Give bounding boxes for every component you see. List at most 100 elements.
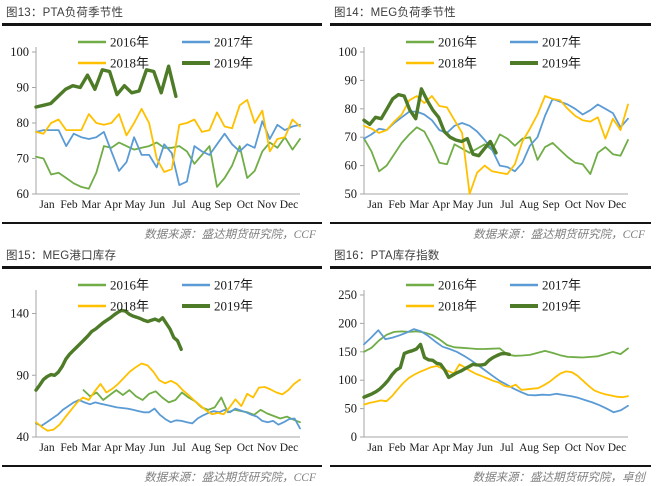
svg-text:Jan: Jan xyxy=(39,442,55,454)
svg-text:Dec: Dec xyxy=(608,199,627,211)
chart-title: 图16：PTA库存指数 xyxy=(334,250,440,262)
svg-text:100: 100 xyxy=(338,373,357,387)
svg-text:Sep: Sep xyxy=(214,442,232,454)
svg-text:90: 90 xyxy=(17,80,30,94)
chart-title: 图13：PTA负荷季节性 xyxy=(6,7,124,19)
svg-text:Jul: Jul xyxy=(172,442,185,454)
svg-text:Sep: Sep xyxy=(542,442,560,454)
data-source: 数据来源：盛达期货研究院，CCF xyxy=(144,471,316,484)
svg-text:Dec: Dec xyxy=(280,199,299,211)
svg-text:Apr: Apr xyxy=(432,199,450,211)
svg-text:50: 50 xyxy=(345,401,358,415)
svg-text:Mar: Mar xyxy=(81,199,100,211)
svg-text:2018年: 2018年 xyxy=(110,298,149,313)
svg-text:Jan: Jan xyxy=(367,442,383,454)
svg-text:Jul: Jul xyxy=(500,442,513,454)
svg-text:Sep: Sep xyxy=(214,199,232,211)
bottom-divider xyxy=(330,464,651,467)
svg-text:2016年: 2016年 xyxy=(438,277,477,292)
chart-canvas: 0 50 100 150 200 250 Jan Feb Mar Apr May Jun Jul Aug S… xyxy=(328,269,656,465)
svg-text:Oct: Oct xyxy=(237,442,254,454)
chart-canvas: 50 60 70 80 90 100 Jan Feb Mar Apr May Jun Jul Aug Sep… xyxy=(328,26,656,222)
line-chart: 50 60 70 80 90 100 Jan Feb Mar Apr May Jun Jul Aug Sep… xyxy=(338,34,629,211)
chart-title: 图15：MEG港口库存 xyxy=(6,250,117,262)
data-source: 数据来源：盛达期货研究院，CCF xyxy=(144,228,316,241)
data-source: 数据来源：盛达期货研究院，CCF xyxy=(473,228,645,241)
svg-text:2019年: 2019年 xyxy=(214,55,253,70)
svg-text:40: 40 xyxy=(17,430,30,444)
svg-text:Nov: Nov xyxy=(257,442,277,454)
svg-text:2019年: 2019年 xyxy=(214,298,253,313)
svg-text:Jan: Jan xyxy=(367,199,383,211)
title-divider xyxy=(2,266,322,269)
svg-text:Jul: Jul xyxy=(172,199,185,211)
svg-text:Jun: Jun xyxy=(477,442,493,454)
svg-text:Apr: Apr xyxy=(104,199,122,211)
svg-text:Jun: Jun xyxy=(149,442,165,454)
svg-text:70: 70 xyxy=(17,151,30,165)
data-source: 数据来源：盛达期货研究院，卓创 xyxy=(472,471,646,484)
svg-text:Mar: Mar xyxy=(409,442,428,454)
svg-text:Feb: Feb xyxy=(60,199,78,211)
svg-text:2016年: 2016年 xyxy=(438,34,477,49)
title-divider xyxy=(330,23,651,26)
svg-text:2017年: 2017年 xyxy=(542,277,581,292)
svg-text:Jun: Jun xyxy=(477,199,493,211)
line-chart: 40 90 140 Jan Feb Mar Apr May Jun Jul Aug Sep Oct Nov… xyxy=(10,277,301,454)
svg-text:2019年: 2019年 xyxy=(542,55,581,70)
svg-text:2018年: 2018年 xyxy=(438,298,477,313)
svg-text:2017年: 2017年 xyxy=(214,277,253,292)
svg-text:May: May xyxy=(124,442,145,454)
bottom-divider xyxy=(330,221,651,224)
svg-text:Aug: Aug xyxy=(191,442,211,454)
svg-text:Oct: Oct xyxy=(565,442,582,454)
svg-text:Feb: Feb xyxy=(60,442,78,454)
svg-text:100: 100 xyxy=(338,45,357,59)
svg-text:60: 60 xyxy=(17,187,30,201)
svg-text:May: May xyxy=(452,442,473,454)
svg-text:May: May xyxy=(452,199,473,211)
svg-text:80: 80 xyxy=(345,101,358,115)
svg-text:Sep: Sep xyxy=(542,199,560,211)
line-chart: 0 50 100 150 200 250 Jan Feb Mar Apr May Jun Jul Aug S… xyxy=(338,277,629,454)
title-divider xyxy=(330,266,651,269)
line-chart: 60 70 80 90 100 Jan Feb Mar Apr May Jun Jul Aug Sep Oc… xyxy=(10,34,301,211)
svg-text:Feb: Feb xyxy=(388,199,406,211)
svg-text:70: 70 xyxy=(345,130,358,144)
svg-text:2016年: 2016年 xyxy=(110,277,149,292)
chart-panel-16: 图16：PTA库存指数 0 50 100 150 200 250 Jan Feb Mar Apr M… xyxy=(328,243,657,486)
svg-text:100: 100 xyxy=(10,45,29,59)
svg-text:Dec: Dec xyxy=(280,442,299,454)
svg-text:Nov: Nov xyxy=(585,442,605,454)
svg-text:Oct: Oct xyxy=(565,199,582,211)
chart-title: 图14：MEG负荷季节性 xyxy=(334,7,456,19)
svg-text:200: 200 xyxy=(338,316,357,330)
svg-text:0: 0 xyxy=(351,430,357,444)
svg-text:Oct: Oct xyxy=(237,199,254,211)
svg-text:Apr: Apr xyxy=(432,442,450,454)
svg-text:Nov: Nov xyxy=(585,199,605,211)
svg-text:50: 50 xyxy=(345,187,358,201)
svg-text:Apr: Apr xyxy=(104,442,122,454)
svg-text:Dec: Dec xyxy=(608,442,627,454)
svg-text:2018年: 2018年 xyxy=(438,55,477,70)
svg-text:2017年: 2017年 xyxy=(542,34,581,49)
svg-text:Jul: Jul xyxy=(500,199,513,211)
svg-text:Jun: Jun xyxy=(149,199,165,211)
svg-text:Aug: Aug xyxy=(519,199,539,211)
svg-text:May: May xyxy=(124,199,145,211)
svg-text:Aug: Aug xyxy=(191,199,211,211)
bottom-divider xyxy=(2,464,322,467)
svg-text:80: 80 xyxy=(17,116,30,130)
svg-text:150: 150 xyxy=(338,344,357,358)
bottom-divider xyxy=(2,221,322,224)
svg-text:Jan: Jan xyxy=(39,199,55,211)
svg-text:90: 90 xyxy=(345,73,358,87)
svg-text:60: 60 xyxy=(345,158,358,172)
svg-text:Feb: Feb xyxy=(388,442,406,454)
chart-panel-15: 图15：MEG港口库存 40 90 140 Jan Feb Mar Apr May Jun Jul… xyxy=(0,243,328,486)
chart-canvas: 40 90 140 Jan Feb Mar Apr May Jun Jul Aug Sep Oct Nov… xyxy=(0,269,328,465)
svg-text:2019年: 2019年 xyxy=(542,298,581,313)
svg-text:2016年: 2016年 xyxy=(110,34,149,49)
